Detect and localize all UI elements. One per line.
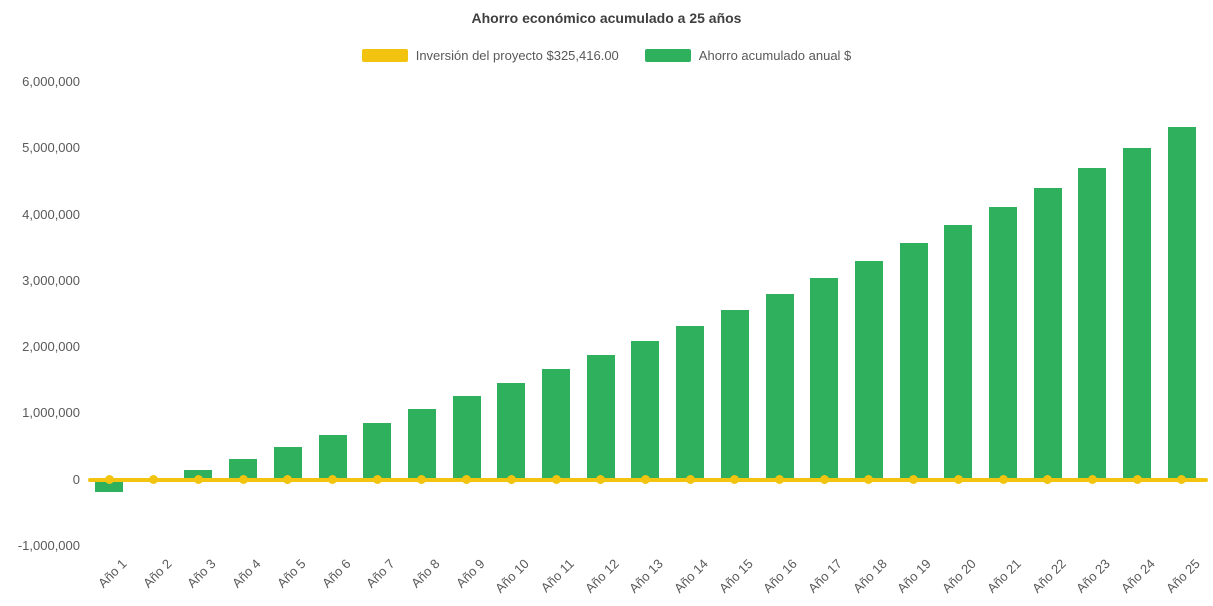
x-axis-tick-label: Año 3 <box>184 556 220 591</box>
x-axis-tick-label: Año 16 <box>760 556 801 596</box>
x-axis-tick-label: Año 5 <box>273 556 309 591</box>
x-axis-tick-label: Año 12 <box>581 556 622 596</box>
x-axis-tick-label: Año 7 <box>363 556 398 591</box>
y-axis-tick-label: 2,000,000 <box>22 339 80 355</box>
y-axis-tick-label: 3,000,000 <box>22 272 80 288</box>
x-axis-tick-label: Año 4 <box>229 556 264 591</box>
legend-item-savings: Ahorro acumulado anual $ <box>644 48 852 63</box>
x-axis-tick-label: Año 25 <box>1162 556 1203 596</box>
investment-line-marker <box>685 475 695 485</box>
bar-ahorro <box>1167 127 1196 480</box>
bar-ahorro <box>989 206 1017 480</box>
bar-ahorro <box>1078 168 1107 480</box>
bar-ahorro <box>810 277 839 480</box>
x-axis-tick-label: Año 21 <box>983 556 1024 596</box>
investment-line-marker <box>640 475 650 485</box>
x-axis-tick-label: Año 1 <box>94 556 130 591</box>
investment-line-marker <box>998 475 1008 485</box>
bar-ahorro <box>184 470 213 480</box>
legend-label-savings: Ahorro acumulado anual $ <box>698 48 852 63</box>
investment-line-marker <box>596 475 606 485</box>
legend-swatch-investment <box>361 49 408 62</box>
bar-ahorro <box>765 294 794 480</box>
x-axis-tick-label: Año 18 <box>849 556 890 596</box>
x-axis-tick-label: Año 19 <box>894 556 935 596</box>
bar-ahorro <box>854 260 883 480</box>
x-axis-tick-label: Año 6 <box>318 556 354 591</box>
bar-ahorro <box>542 369 570 480</box>
bar-ahorro <box>363 422 392 480</box>
bar-ahorro <box>676 325 705 480</box>
bar-ahorro <box>1033 188 1062 480</box>
bar-ahorro <box>944 224 973 480</box>
x-axis-tick-label: Año 23 <box>1073 556 1114 596</box>
legend-label-investment: Inversión del proyecto $325,416.00 <box>415 48 619 63</box>
legend-item-investment: Inversión del proyecto $325,416.00 <box>361 48 619 63</box>
investment-line-marker <box>864 475 874 485</box>
x-axis-tick-label: Año 15 <box>715 556 756 596</box>
x-axis-tick-label: Año 10 <box>492 556 532 596</box>
investment-line-marker <box>193 475 203 485</box>
investment-line-marker <box>283 475 293 485</box>
investment-line-marker <box>238 475 248 485</box>
investment-line-marker <box>417 475 427 485</box>
investment-line-marker <box>775 475 784 485</box>
bar-ahorro <box>899 243 928 480</box>
investment-line-marker <box>953 475 963 485</box>
investment-line-marker <box>1177 475 1187 485</box>
bar-ahorro <box>631 340 660 480</box>
y-axis-tick-label: 0 <box>72 471 80 487</box>
bar-ahorro <box>497 382 526 480</box>
y-axis-tick-label: 5,000,000 <box>22 140 80 156</box>
investment-line-marker <box>328 475 337 485</box>
investment-line-marker <box>506 475 516 485</box>
bar-ahorro <box>1123 148 1152 480</box>
investment-line-marker <box>104 475 114 485</box>
investment-line-marker <box>149 475 159 485</box>
bar-ahorro <box>318 435 347 480</box>
investment-line-marker <box>372 475 382 485</box>
bar-ahorro <box>720 310 749 480</box>
chart-title: Ahorro económico acumulado a 25 años <box>471 10 742 26</box>
investment-line-marker <box>551 475 561 485</box>
investment-line-marker <box>1132 475 1142 485</box>
investment-line-marker <box>462 475 472 485</box>
investment-line-marker <box>819 475 829 485</box>
y-axis-tick-label: 4,000,000 <box>22 206 80 222</box>
y-axis-tick-label: 1,000,000 <box>22 405 80 421</box>
bar-ahorro <box>95 479 123 493</box>
x-axis-tick-label: Año 9 <box>452 556 488 591</box>
chart-legend: Inversión del proyecto $325,416.00 Ahorr… <box>0 48 1213 63</box>
legend-swatch-savings <box>644 49 691 62</box>
bar-ahorro <box>273 447 302 480</box>
investment-line-marker <box>1087 475 1097 485</box>
bar-ahorro <box>452 396 481 480</box>
x-axis-tick-label: Año 17 <box>805 556 845 596</box>
investment-line-marker <box>909 475 919 485</box>
x-axis-tick-label: Año 2 <box>139 556 175 591</box>
investment-line-marker <box>730 475 740 485</box>
x-axis-tick-label: Año 24 <box>1117 556 1158 596</box>
bar-ahorro <box>229 458 258 480</box>
y-axis-tick-label: 6,000,000 <box>22 74 80 89</box>
x-axis-tick-label: Año 22 <box>1028 556 1069 596</box>
x-axis-tick-label: Año 8 <box>407 556 443 591</box>
x-axis-tick-label: Año 13 <box>626 556 667 596</box>
investment-line-marker <box>1043 475 1053 485</box>
y-axis-tick-label: -1,000,000 <box>17 538 80 553</box>
bar-ahorro <box>586 355 615 480</box>
x-axis-tick-label: Año 14 <box>670 556 711 596</box>
bar-ahorro <box>407 409 436 480</box>
x-axis-tick-label: Año 20 <box>939 556 979 596</box>
x-axis-tick-label: Año 11 <box>537 556 577 596</box>
